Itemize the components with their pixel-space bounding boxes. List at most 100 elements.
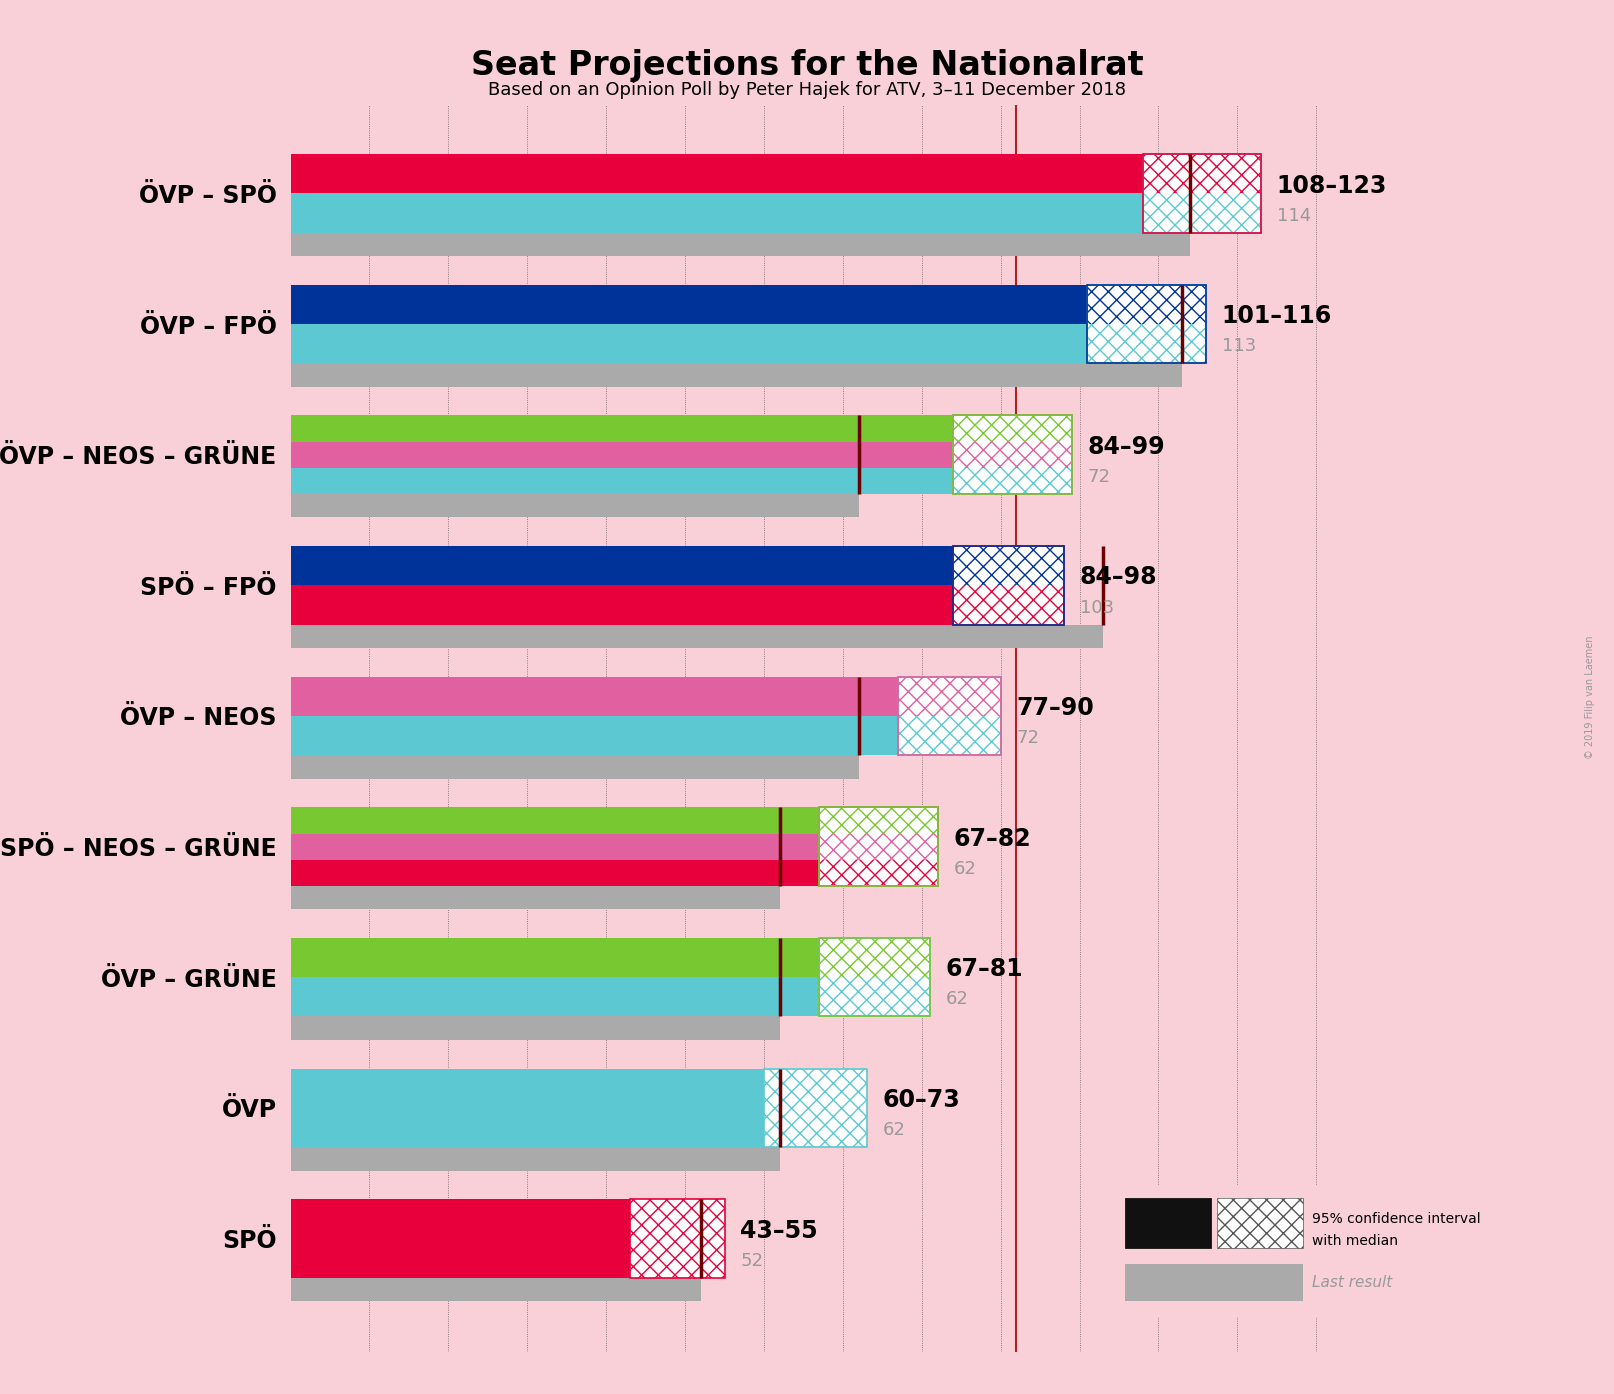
Bar bbox=[629, 1199, 725, 1278]
Bar bbox=[291, 1278, 700, 1301]
Bar bbox=[954, 546, 1064, 585]
Bar bbox=[291, 625, 1104, 648]
Bar bbox=[1143, 194, 1261, 233]
Text: 67–82: 67–82 bbox=[954, 827, 1031, 850]
Bar bbox=[1217, 1197, 1302, 1249]
Text: 62: 62 bbox=[883, 1121, 905, 1139]
Bar bbox=[1143, 155, 1261, 194]
Bar bbox=[291, 676, 897, 717]
Text: © 2019 Filip van Laemen: © 2019 Filip van Laemen bbox=[1585, 636, 1595, 758]
Bar bbox=[954, 415, 1072, 493]
Bar bbox=[291, 546, 954, 585]
Bar bbox=[954, 415, 1072, 442]
Bar bbox=[291, 468, 954, 493]
Text: with median: with median bbox=[1312, 1234, 1398, 1248]
Text: 77–90: 77–90 bbox=[1017, 696, 1094, 721]
Bar bbox=[291, 807, 820, 834]
Bar bbox=[820, 977, 930, 1016]
Bar bbox=[897, 676, 1001, 756]
Text: 52: 52 bbox=[741, 1252, 763, 1270]
Bar bbox=[820, 807, 938, 885]
Text: 108–123: 108–123 bbox=[1277, 173, 1386, 198]
Bar bbox=[291, 364, 1181, 386]
Bar bbox=[1217, 1197, 1302, 1249]
Bar bbox=[820, 834, 938, 860]
Text: 62: 62 bbox=[946, 991, 968, 1008]
Bar bbox=[1088, 284, 1206, 364]
Bar bbox=[1125, 1197, 1210, 1249]
Text: 67–81: 67–81 bbox=[946, 958, 1023, 981]
Text: 60–73: 60–73 bbox=[883, 1089, 960, 1112]
Bar bbox=[954, 546, 1064, 625]
Bar bbox=[897, 676, 1001, 717]
Bar bbox=[291, 1069, 763, 1147]
Bar bbox=[291, 493, 859, 517]
Bar bbox=[291, 155, 1143, 194]
Bar bbox=[954, 442, 1072, 468]
Bar bbox=[291, 284, 1088, 323]
Bar bbox=[291, 442, 954, 468]
Bar bbox=[763, 1069, 867, 1147]
Text: Seat Projections for the Nationalrat: Seat Projections for the Nationalrat bbox=[471, 49, 1143, 82]
Bar bbox=[291, 194, 1143, 233]
Bar bbox=[820, 938, 930, 977]
Bar bbox=[897, 717, 1001, 756]
Bar bbox=[291, 885, 780, 909]
Bar bbox=[1088, 284, 1206, 323]
Bar bbox=[954, 415, 1072, 442]
Bar bbox=[291, 323, 1088, 364]
Bar bbox=[1125, 1264, 1302, 1302]
Bar bbox=[954, 585, 1064, 625]
Bar bbox=[291, 717, 897, 756]
Bar bbox=[954, 442, 1072, 468]
Bar bbox=[291, 585, 954, 625]
Bar bbox=[291, 1016, 780, 1040]
Bar bbox=[897, 676, 1001, 756]
Text: Last result: Last result bbox=[1312, 1276, 1393, 1291]
Bar bbox=[1088, 323, 1206, 364]
Bar bbox=[629, 1199, 725, 1278]
Bar bbox=[897, 717, 1001, 756]
Text: 95% confidence interval: 95% confidence interval bbox=[1312, 1213, 1480, 1227]
Text: 84–98: 84–98 bbox=[1080, 566, 1157, 590]
Bar bbox=[1143, 155, 1261, 194]
Bar bbox=[291, 834, 820, 860]
Bar bbox=[897, 676, 1001, 717]
Bar bbox=[291, 1147, 780, 1171]
Text: 84–99: 84–99 bbox=[1088, 435, 1165, 459]
Bar bbox=[1088, 323, 1206, 364]
Bar bbox=[820, 938, 930, 1016]
Bar bbox=[820, 938, 930, 1016]
Bar bbox=[820, 807, 938, 885]
Text: 103: 103 bbox=[1080, 598, 1114, 616]
Text: 113: 113 bbox=[1222, 337, 1256, 355]
Text: 114: 114 bbox=[1277, 206, 1311, 224]
Bar bbox=[954, 546, 1064, 625]
Bar bbox=[820, 860, 938, 885]
Bar bbox=[1143, 194, 1261, 233]
Text: 101–116: 101–116 bbox=[1222, 304, 1332, 328]
Bar bbox=[291, 860, 820, 885]
Bar bbox=[820, 834, 938, 860]
Text: 43–55: 43–55 bbox=[741, 1218, 818, 1242]
Text: 72: 72 bbox=[1088, 468, 1110, 487]
Bar bbox=[763, 1069, 867, 1147]
Bar bbox=[954, 415, 1072, 493]
Bar bbox=[820, 938, 930, 977]
Bar bbox=[291, 938, 820, 977]
Bar bbox=[291, 977, 820, 1016]
Text: 62: 62 bbox=[954, 860, 976, 878]
Bar bbox=[1088, 284, 1206, 364]
Bar bbox=[820, 807, 938, 834]
Bar bbox=[1088, 284, 1206, 323]
Bar bbox=[954, 468, 1072, 493]
Bar bbox=[820, 807, 938, 834]
Bar bbox=[954, 546, 1064, 585]
Text: Based on an Opinion Poll by Peter Hajek for ATV, 3–11 December 2018: Based on an Opinion Poll by Peter Hajek … bbox=[487, 81, 1127, 99]
Bar bbox=[820, 860, 938, 885]
Bar bbox=[763, 1069, 867, 1147]
Bar bbox=[954, 585, 1064, 625]
Bar bbox=[291, 415, 954, 442]
Bar bbox=[629, 1199, 725, 1278]
Bar bbox=[820, 977, 930, 1016]
